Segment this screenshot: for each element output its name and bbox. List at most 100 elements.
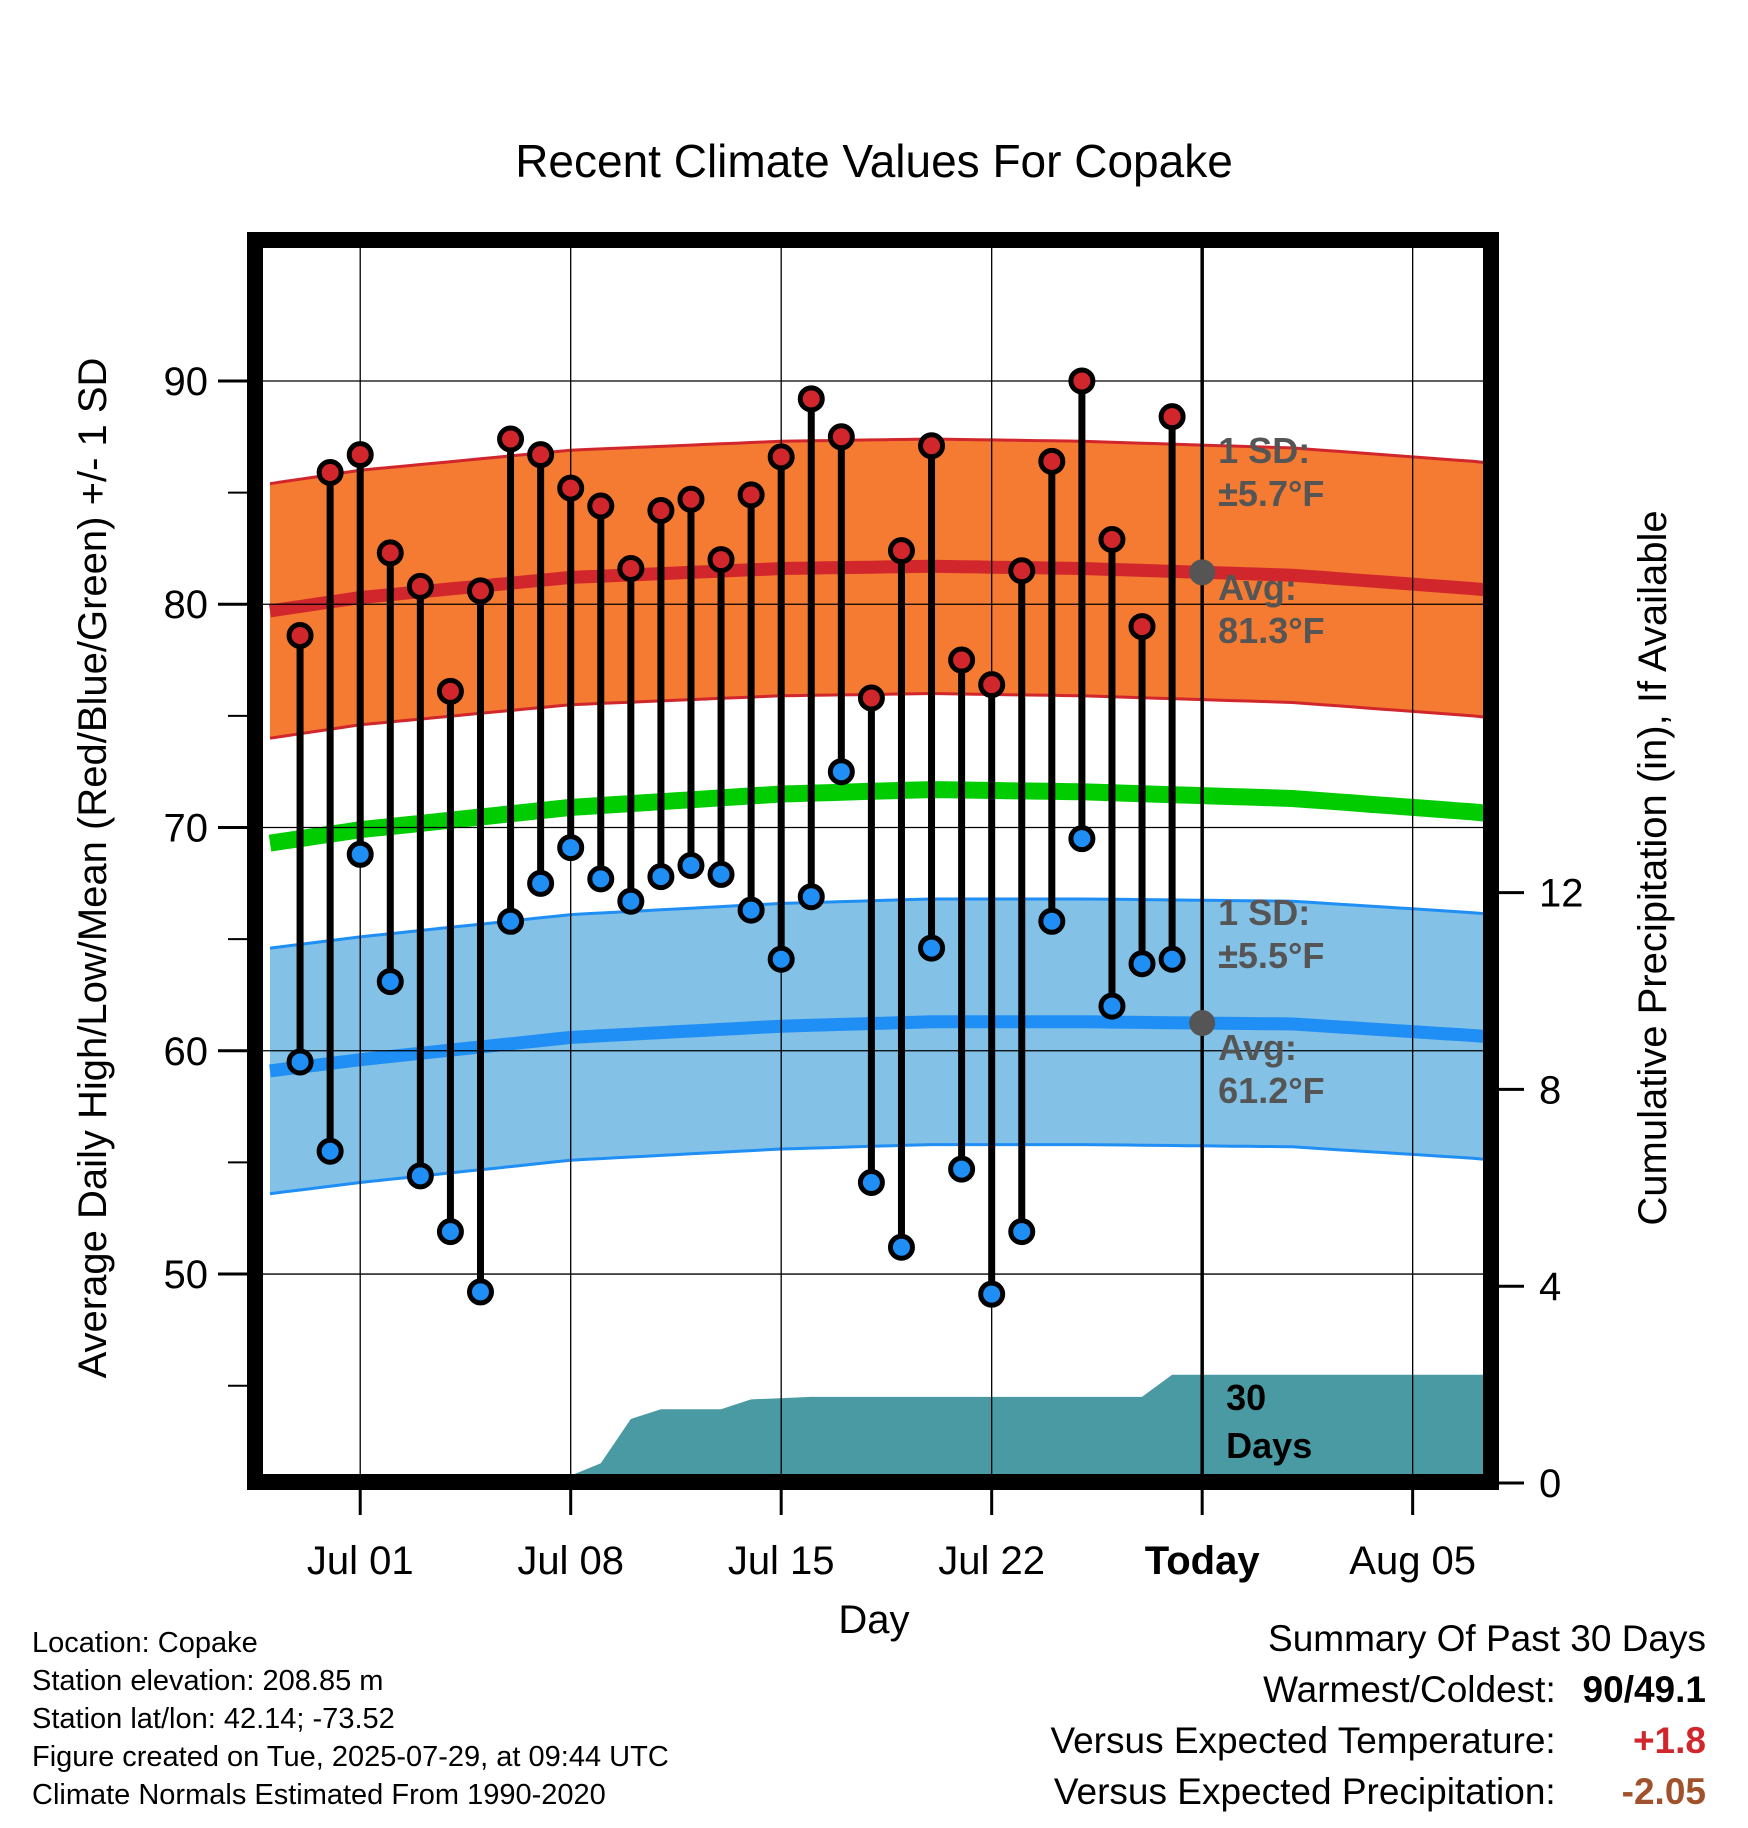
low-point bbox=[857, 1169, 885, 1197]
today-low-avg-marker bbox=[1189, 1010, 1216, 1037]
high-point bbox=[1008, 557, 1036, 585]
low-point bbox=[497, 907, 525, 935]
low-avg-value: 61.2°F bbox=[1218, 1070, 1324, 1111]
low-point bbox=[346, 840, 374, 868]
low-point bbox=[316, 1137, 344, 1165]
high-point bbox=[557, 474, 585, 502]
high-sd-band-lower-edge bbox=[269, 691, 1486, 740]
low-point bbox=[1068, 825, 1096, 853]
low-sd-value: ±5.5°F bbox=[1218, 935, 1324, 976]
high-point bbox=[1068, 367, 1096, 395]
warmest-value: 90/49.1 bbox=[1582, 1669, 1706, 1710]
low-point bbox=[406, 1162, 434, 1190]
low-point bbox=[677, 851, 705, 879]
precip-area-fill bbox=[262, 1374, 1484, 1483]
low-point bbox=[466, 1278, 494, 1306]
low-point bbox=[707, 860, 735, 888]
summary-precip-row: Versus Expected Precipitation: -2.05 bbox=[1050, 1771, 1706, 1822]
low-point bbox=[1128, 950, 1156, 978]
summary-temp-row: Versus Expected Temperature: +1.8 bbox=[1050, 1720, 1706, 1771]
low-point bbox=[1098, 992, 1126, 1020]
y2-axis-label: Cumulative Precipitation (in), If Availa… bbox=[1631, 510, 1675, 1225]
low-avg-label: Avg: bbox=[1218, 1027, 1297, 1068]
low-point bbox=[1038, 907, 1066, 935]
temp-label: Versus Expected Temperature: bbox=[1050, 1720, 1556, 1761]
low-point bbox=[737, 896, 765, 924]
low-sd-band-upper-edge bbox=[269, 897, 1486, 950]
daily-points bbox=[286, 367, 1186, 1308]
normals-text: Climate Normals Estimated From 1990-2020 bbox=[32, 1779, 606, 1811]
high-sd-band-upper-edge bbox=[269, 437, 1486, 486]
low-point bbox=[617, 887, 645, 915]
low-point bbox=[527, 869, 555, 897]
high-point bbox=[406, 572, 434, 600]
today-high-avg-marker bbox=[1189, 559, 1216, 586]
low-point bbox=[1008, 1218, 1036, 1246]
high-point bbox=[436, 677, 464, 705]
low-point bbox=[557, 834, 585, 862]
high-point bbox=[1128, 613, 1156, 641]
high-point bbox=[1158, 403, 1186, 431]
plot-border bbox=[247, 232, 1499, 1490]
y2-tick-label: 4 bbox=[1539, 1265, 1561, 1309]
x-axis-ticks: Jul 01 Jul 08 Jul 15 Jul 22 Today Aug 05 bbox=[307, 1489, 1476, 1583]
y-tick-label: 90 bbox=[164, 360, 209, 404]
high-point bbox=[527, 441, 555, 469]
summary-warmest-row: Warmest/Coldest: 90/49.1 bbox=[1050, 1669, 1706, 1720]
warmest-label: Warmest/Coldest: bbox=[1263, 1669, 1556, 1710]
low-point bbox=[978, 1280, 1006, 1308]
high-point bbox=[1098, 525, 1126, 553]
low-average-line bbox=[269, 1015, 1491, 1078]
y-tick-label: 60 bbox=[164, 1030, 209, 1074]
precip-label: Versus Expected Precipitation: bbox=[1053, 1771, 1556, 1812]
high-point bbox=[316, 459, 344, 487]
high-point bbox=[617, 555, 645, 583]
high-point bbox=[346, 441, 374, 469]
y2-axis-ticks: 0 4 8 12 bbox=[1498, 872, 1584, 1506]
high-point bbox=[978, 671, 1006, 699]
high-point bbox=[497, 425, 525, 453]
x-tick-label: Jul 15 bbox=[728, 1539, 835, 1583]
y-axis-ticks: 50 60 70 80 90 bbox=[164, 360, 248, 1387]
high-point bbox=[827, 423, 855, 451]
y2-tick-label: 0 bbox=[1539, 1462, 1561, 1506]
high-point bbox=[286, 621, 314, 649]
precip-days-word: Days bbox=[1226, 1425, 1312, 1466]
y-axis-label: Average Daily High/Low/Mean (Red/Blue/Gr… bbox=[71, 358, 115, 1379]
low-point bbox=[286, 1048, 314, 1076]
low-point bbox=[948, 1155, 976, 1183]
high-point bbox=[1038, 447, 1066, 475]
high-point bbox=[887, 537, 915, 565]
x-tick-label: Jul 01 bbox=[307, 1539, 414, 1583]
precip-value: -2.05 bbox=[1621, 1771, 1706, 1812]
high-sd-label: 1 SD: bbox=[1218, 430, 1310, 471]
x-tick-label: Aug 05 bbox=[1349, 1539, 1476, 1583]
daily-range-stems bbox=[296, 380, 1176, 1295]
high-point bbox=[677, 485, 705, 513]
low-point bbox=[887, 1233, 915, 1261]
elevation-text: Station elevation: 208.85 m bbox=[32, 1665, 384, 1697]
summary-title: Summary Of Past 30 Days bbox=[1268, 1618, 1706, 1659]
high-point bbox=[587, 492, 615, 520]
low-point bbox=[827, 758, 855, 786]
high-point bbox=[737, 481, 765, 509]
x-tick-label: Jul 22 bbox=[938, 1539, 1045, 1583]
high-avg-value: 81.3°F bbox=[1218, 610, 1324, 651]
location-text: Location: Copake bbox=[32, 1627, 258, 1659]
high-point bbox=[466, 577, 494, 605]
high-point bbox=[767, 443, 795, 471]
temp-value: +1.8 bbox=[1632, 1720, 1706, 1761]
low-sd-label: 1 SD: bbox=[1218, 892, 1310, 933]
low-point bbox=[376, 968, 404, 996]
high-point bbox=[797, 385, 825, 413]
high-point bbox=[948, 646, 976, 674]
x-axis-label: Day bbox=[838, 1598, 909, 1642]
x-tick-label: Jul 08 bbox=[517, 1539, 624, 1583]
latlon-text: Station lat/lon: 42.14; -73.52 bbox=[32, 1703, 395, 1735]
created-text: Figure created on Tue, 2025-07-29, at 09… bbox=[32, 1741, 669, 1773]
high-point bbox=[376, 539, 404, 567]
low-point bbox=[436, 1218, 464, 1246]
y2-tick-label: 12 bbox=[1539, 872, 1584, 916]
